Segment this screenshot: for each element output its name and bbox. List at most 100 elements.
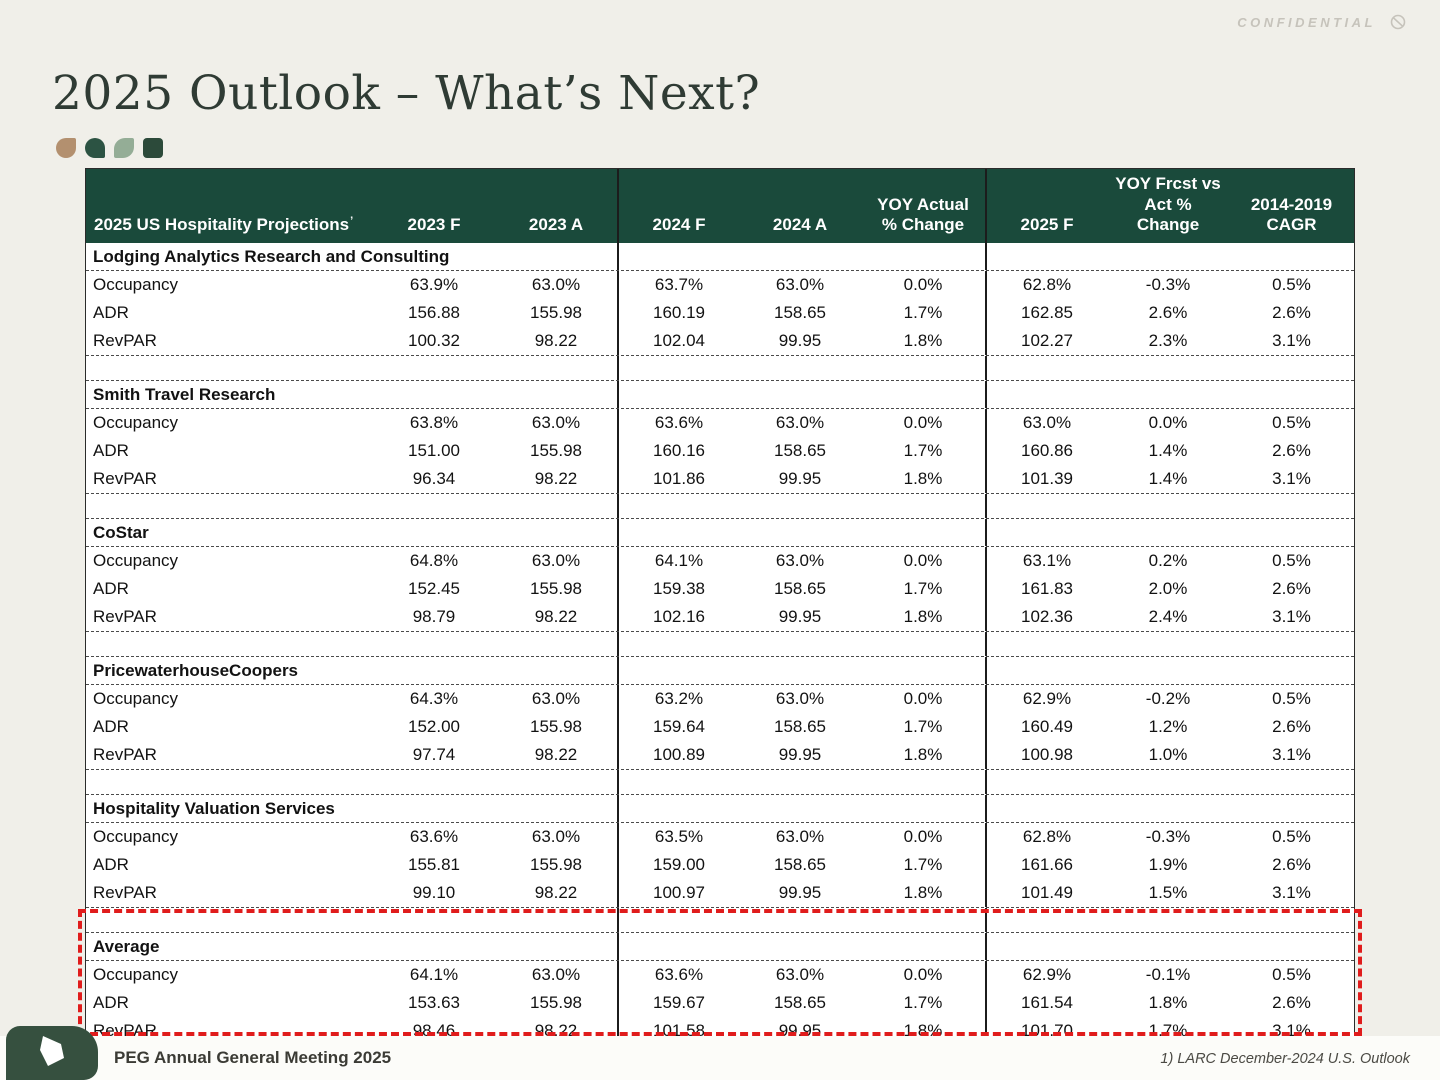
metric-value: 63.0% xyxy=(531,965,581,984)
metric-value: 0.0% xyxy=(903,827,943,846)
metric-value: 1.4% xyxy=(1148,469,1188,488)
metric-value: 64.1% xyxy=(409,965,459,984)
section-name: Lodging Analytics Research and Consultin… xyxy=(93,246,450,266)
metric-value: 62.8% xyxy=(985,823,1107,851)
metric-value: 1.4% xyxy=(1148,441,1188,460)
column-header: 2023 F xyxy=(407,215,461,235)
metric-value: 1.8% xyxy=(903,745,943,764)
metric-value: 2.6% xyxy=(1148,303,1188,322)
metric-value: 1.8% xyxy=(903,331,943,350)
column-header: 2014-2019 CAGR xyxy=(1250,194,1333,235)
metric-value: 63.2% xyxy=(617,685,739,713)
metric-value: 1.7% xyxy=(903,579,943,598)
metric-label: Occupancy xyxy=(93,689,179,708)
section-header-row: Hospitality Valuation Services xyxy=(86,795,1354,823)
metric-value: 155.98 xyxy=(530,855,582,874)
metric-value: 158.65 xyxy=(774,579,826,598)
gem-icon xyxy=(35,1032,69,1075)
footer-bar: PEG Annual General Meeting 2025 1) LARC … xyxy=(0,1036,1440,1080)
section-header-row: Smith Travel Research xyxy=(86,381,1354,409)
table-body: Lodging Analytics Research and Consultin… xyxy=(86,243,1354,1046)
accent-chip xyxy=(85,138,105,158)
metric-value: 63.1% xyxy=(985,547,1107,575)
section-header-row: CoStar xyxy=(86,519,1354,547)
metric-label: Occupancy xyxy=(93,965,179,984)
accent-chip xyxy=(114,138,134,158)
metric-value: 101.49 xyxy=(985,879,1107,907)
column-header: YOY Actual % Change xyxy=(877,194,969,235)
spacer-row xyxy=(86,770,1354,795)
table-row: Occupancy 63.8% 63.0% 63.6% 63.0% 0.0% 63.0% 0.… xyxy=(86,409,1354,437)
metric-value: 0.0% xyxy=(903,689,943,708)
metric-value: 63.6% xyxy=(617,409,739,437)
metric-value: 0.5% xyxy=(1272,689,1311,708)
metric-value: 160.49 xyxy=(985,713,1107,741)
metric-value: 153.63 xyxy=(408,993,460,1012)
metric-value: 101.86 xyxy=(617,465,739,493)
metric-value: 1.8% xyxy=(903,883,943,902)
metric-value: 98.22 xyxy=(534,331,578,350)
metric-value: 63.0% xyxy=(775,413,825,432)
page-title: 2025 Outlook – What’s Next? xyxy=(52,66,761,121)
metric-value: 158.65 xyxy=(774,855,826,874)
spacer-row xyxy=(86,908,1354,933)
metric-label: RevPAR xyxy=(93,607,157,626)
metric-value: 1.7% xyxy=(903,303,943,322)
metric-value: 0.5% xyxy=(1272,965,1311,984)
section-header-row: PricewaterhouseCoopers xyxy=(86,657,1354,685)
metric-value: 102.27 xyxy=(985,327,1107,355)
metric-value: 155.98 xyxy=(530,717,582,736)
spacer-row xyxy=(86,494,1354,519)
metric-value: 2.6% xyxy=(1272,441,1311,460)
metric-label: Occupancy xyxy=(93,413,179,432)
projections-table: 2025 US Hospitality Projections’ 2023 F … xyxy=(85,168,1355,1047)
metric-value: -0.2% xyxy=(1145,689,1191,708)
metric-value: 0.5% xyxy=(1272,827,1311,846)
metric-label: ADR xyxy=(93,441,129,460)
section-name: Average xyxy=(93,936,160,956)
metric-value: 102.36 xyxy=(985,603,1107,631)
metric-value: 63.0% xyxy=(775,275,825,294)
metric-value: 99.95 xyxy=(778,469,822,488)
metric-value: 1.7% xyxy=(903,717,943,736)
metric-value: 1.7% xyxy=(903,441,943,460)
metric-value: 159.38 xyxy=(617,575,739,603)
metric-value: 63.0% xyxy=(531,275,581,294)
table-row: ADR 153.63 155.98 159.67 158.65 1.7% 161.54 1.8… xyxy=(86,989,1354,1017)
metric-value: 99.95 xyxy=(778,745,822,764)
metric-value: 63.0% xyxy=(531,413,581,432)
column-header: 2024 F xyxy=(617,169,739,243)
metric-value: 63.0% xyxy=(531,551,581,570)
metric-label: ADR xyxy=(93,579,129,598)
metric-value: 0.0% xyxy=(903,551,943,570)
metric-value: 159.67 xyxy=(617,989,739,1017)
table-row: ADR 152.00 155.98 159.64 158.65 1.7% 160.49 1.2… xyxy=(86,713,1354,741)
metric-value: 2.6% xyxy=(1272,717,1311,736)
metric-label: RevPAR xyxy=(93,469,157,488)
column-header: 2025 F xyxy=(985,169,1107,243)
metric-value: 0.0% xyxy=(903,413,943,432)
metric-label: ADR xyxy=(93,717,129,736)
metric-value: 3.1% xyxy=(1272,469,1311,488)
metric-value: 1.5% xyxy=(1148,883,1188,902)
table-row: ADR 152.45 155.98 159.38 158.65 1.7% 161.83 2.0… xyxy=(86,575,1354,603)
metric-value: 155.98 xyxy=(530,579,582,598)
section-name: Smith Travel Research xyxy=(93,384,276,404)
section-name: Hospitality Valuation Services xyxy=(93,798,335,818)
metric-value: 158.65 xyxy=(774,717,826,736)
table-header-projections: 2025 US Hospitality Projections’ xyxy=(94,214,354,235)
table-row: ADR 151.00 155.98 160.16 158.65 1.7% 160.86 1.4… xyxy=(86,437,1354,465)
metric-value: 1.8% xyxy=(903,469,943,488)
metric-value: 63.5% xyxy=(617,823,739,851)
metric-value: 0.0% xyxy=(903,275,943,294)
metric-value: 1.8% xyxy=(903,607,943,626)
metric-value: 0.5% xyxy=(1272,551,1311,570)
table-row: RevPAR 97.74 98.22 100.89 99.95 1.8% 100.98 1.0… xyxy=(86,741,1354,770)
metric-value: 3.1% xyxy=(1272,745,1311,764)
metric-value: 1.2% xyxy=(1148,717,1188,736)
metric-value: 1.0% xyxy=(1148,745,1188,764)
metric-value: 98.22 xyxy=(534,745,578,764)
metric-value: 158.65 xyxy=(774,303,826,322)
metric-value: 152.00 xyxy=(408,717,460,736)
metric-value: 96.34 xyxy=(412,469,456,488)
